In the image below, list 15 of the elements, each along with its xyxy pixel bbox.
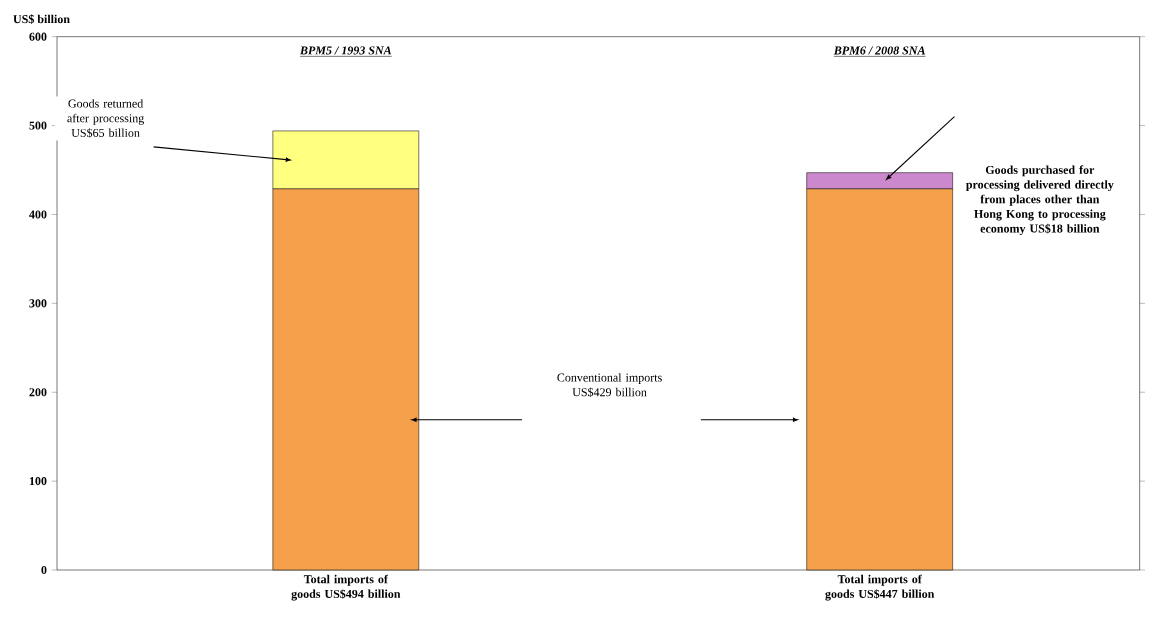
annotation: BPM5 / 1993 SNA bbox=[299, 46, 392, 55]
y-axis-title: US$ billion bbox=[13, 14, 70, 24]
y-tick-label: 300 bbox=[29, 299, 47, 308]
y-tick-label: 600 bbox=[29, 32, 47, 41]
annotation: Conventional imports US$429 billion bbox=[557, 373, 662, 398]
annotation: Goods returned after processing US$65 billion bbox=[67, 99, 145, 138]
y-tick-label: 400 bbox=[29, 210, 47, 219]
annotation: BPM6 / 2008 SNA bbox=[833, 46, 926, 55]
y-tick-label: 0 bbox=[41, 565, 47, 575]
x-tick-label: Total imports of goods US$447 billion bbox=[825, 574, 935, 601]
y-tick-label: 500 bbox=[29, 121, 47, 130]
annotation: Goods purchased for processing delivered directly from places other than Hong Kong to processing economy US$18 billion bbox=[966, 165, 1114, 236]
y-tick-label: 200 bbox=[29, 388, 47, 397]
x-tick-label: Total imports of goods US$494 billion bbox=[291, 574, 401, 601]
y-tick-label: 100 bbox=[29, 477, 47, 486]
